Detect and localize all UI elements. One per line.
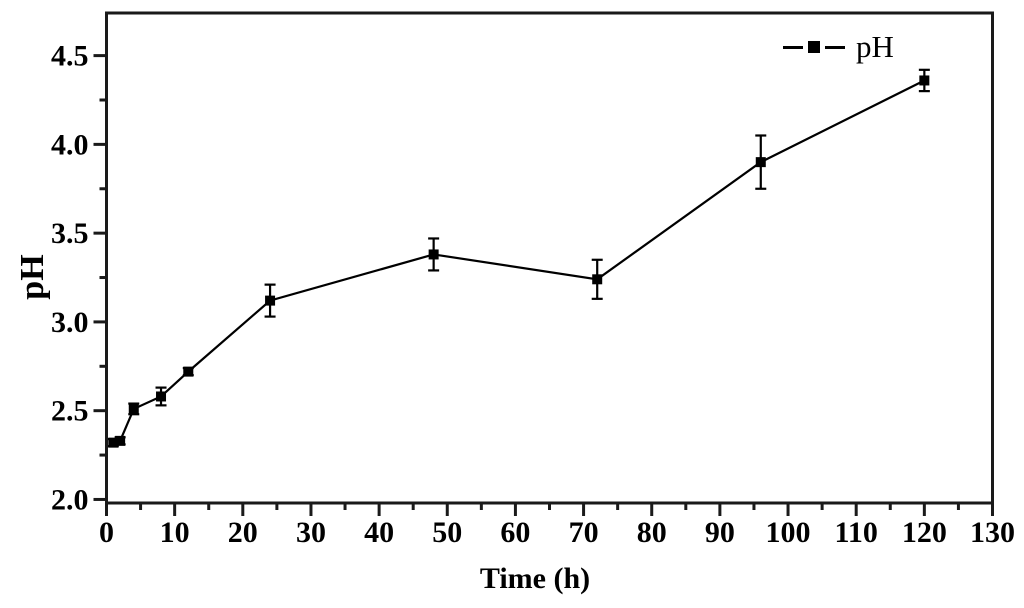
legend-label: pH bbox=[856, 29, 894, 64]
x-tick-label: 80 bbox=[637, 516, 667, 549]
data-point-marker bbox=[428, 249, 439, 260]
data-point-marker bbox=[265, 295, 276, 306]
y-tick-label: 2.5 bbox=[51, 395, 89, 428]
y-tick-label: 2.0 bbox=[51, 483, 89, 516]
error-bars bbox=[107, 68, 930, 448]
x-tick-label: 50 bbox=[432, 516, 462, 549]
x-tick-label: 120 bbox=[902, 516, 947, 549]
data-point-marker bbox=[115, 435, 126, 446]
x-tick-label: 20 bbox=[228, 516, 258, 549]
y-axis-title: pH bbox=[14, 254, 51, 300]
data-point-markers bbox=[108, 75, 930, 448]
x-axis-title: Time (h) bbox=[479, 562, 591, 595]
x-tick-label: 30 bbox=[296, 516, 326, 549]
y-axis-ticks: 2.0 2.5 3.0 3.5 4.0 4.5 bbox=[51, 40, 107, 516]
y-tick-label: 4.5 bbox=[51, 40, 89, 73]
x-tick-label: 40 bbox=[364, 516, 394, 549]
x-tick-label: 110 bbox=[835, 516, 878, 549]
x-tick-label: 60 bbox=[500, 516, 530, 549]
data-point-marker bbox=[183, 366, 194, 377]
data-point-marker bbox=[128, 403, 139, 414]
legend: pH bbox=[783, 29, 894, 65]
legend-line-dash-icon bbox=[825, 45, 845, 49]
x-tick-label: 0 bbox=[99, 516, 114, 549]
y-tick-label: 3.0 bbox=[51, 306, 89, 339]
y-tick-label: 3.5 bbox=[51, 217, 89, 250]
plot-border bbox=[105, 11, 994, 505]
x-tick-label: 130 bbox=[970, 516, 1015, 549]
legend-square-marker-icon bbox=[808, 41, 820, 53]
x-tick-label: 70 bbox=[569, 516, 599, 549]
legend-line-dash-icon bbox=[783, 45, 803, 49]
data-point-marker bbox=[592, 274, 603, 285]
x-tick-label: 90 bbox=[705, 516, 735, 549]
data-point-marker bbox=[108, 437, 119, 448]
data-line bbox=[113, 79, 925, 444]
y-tick-label: 4.0 bbox=[51, 128, 89, 161]
x-tick-label: 100 bbox=[766, 516, 811, 549]
data-point-marker bbox=[755, 157, 766, 168]
data-point-marker bbox=[919, 75, 930, 86]
x-tick-label: 10 bbox=[160, 516, 190, 549]
data-point-marker bbox=[156, 391, 167, 402]
x-axis-ticks: 0 10 20 30 40 50 60 70 80 90 100 110 120 130 bbox=[99, 503, 1015, 549]
